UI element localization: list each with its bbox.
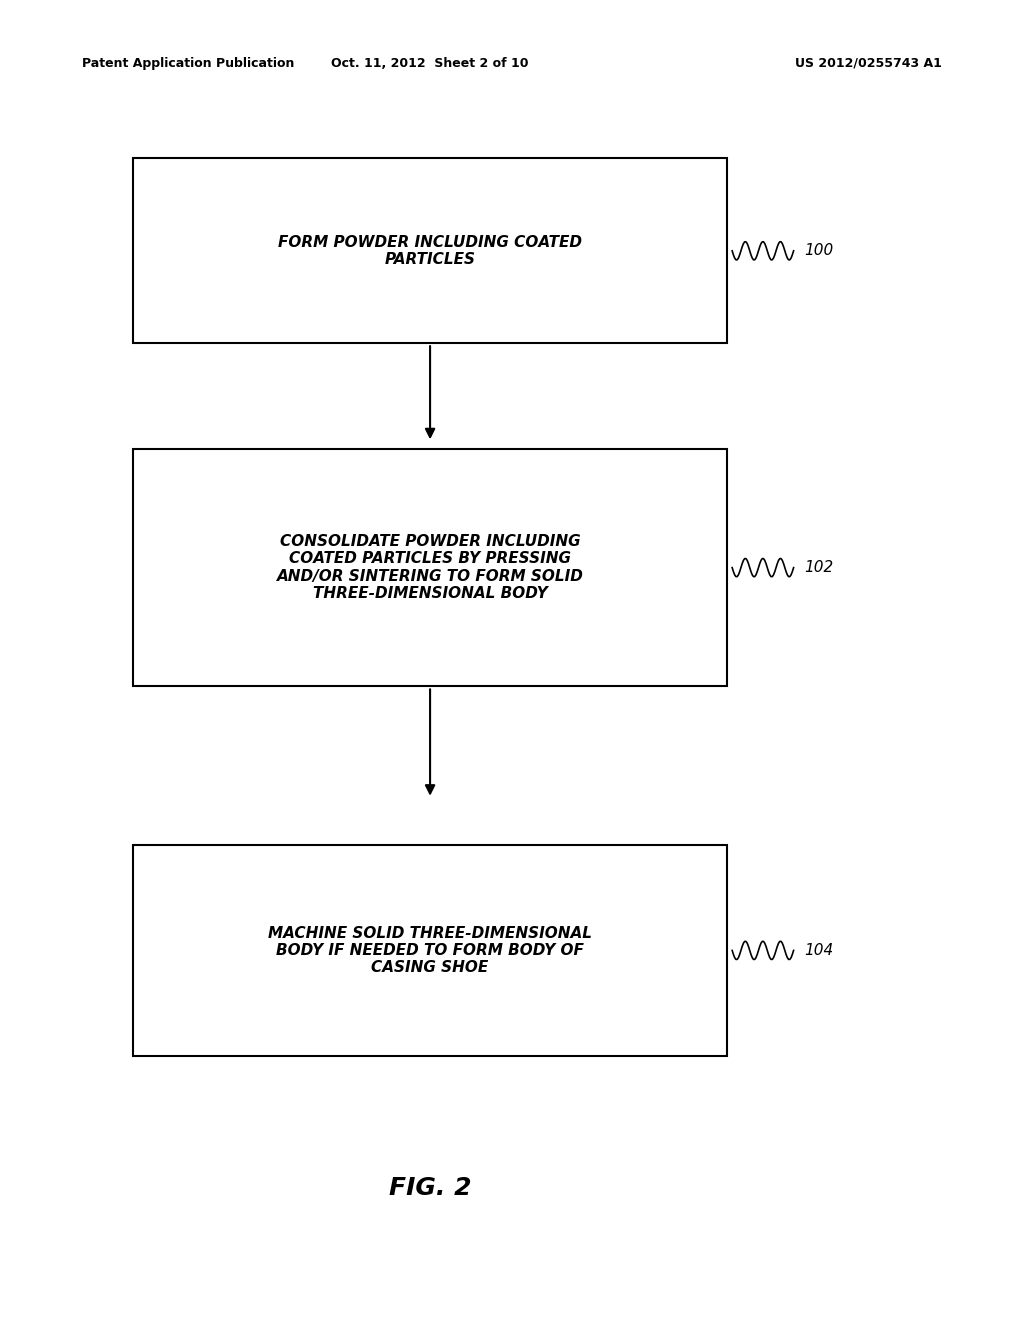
Text: Oct. 11, 2012  Sheet 2 of 10: Oct. 11, 2012 Sheet 2 of 10: [332, 57, 528, 70]
Text: FIG. 2: FIG. 2: [389, 1176, 471, 1200]
Text: 104: 104: [804, 942, 834, 958]
Text: MACHINE SOLID THREE-DIMENSIONAL
BODY IF NEEDED TO FORM BODY OF
CASING SHOE: MACHINE SOLID THREE-DIMENSIONAL BODY IF …: [268, 925, 592, 975]
Text: Patent Application Publication: Patent Application Publication: [82, 57, 294, 70]
Text: 100: 100: [804, 243, 834, 259]
Text: CONSOLIDATE POWDER INCLUDING
COATED PARTICLES BY PRESSING
AND/OR SINTERING TO FO: CONSOLIDATE POWDER INCLUDING COATED PART…: [276, 535, 584, 601]
FancyBboxPatch shape: [133, 158, 727, 343]
FancyBboxPatch shape: [133, 845, 727, 1056]
Text: US 2012/0255743 A1: US 2012/0255743 A1: [796, 57, 942, 70]
FancyBboxPatch shape: [133, 449, 727, 686]
Text: FORM POWDER INCLUDING COATED
PARTICLES: FORM POWDER INCLUDING COATED PARTICLES: [279, 235, 582, 267]
Text: 102: 102: [804, 560, 834, 576]
